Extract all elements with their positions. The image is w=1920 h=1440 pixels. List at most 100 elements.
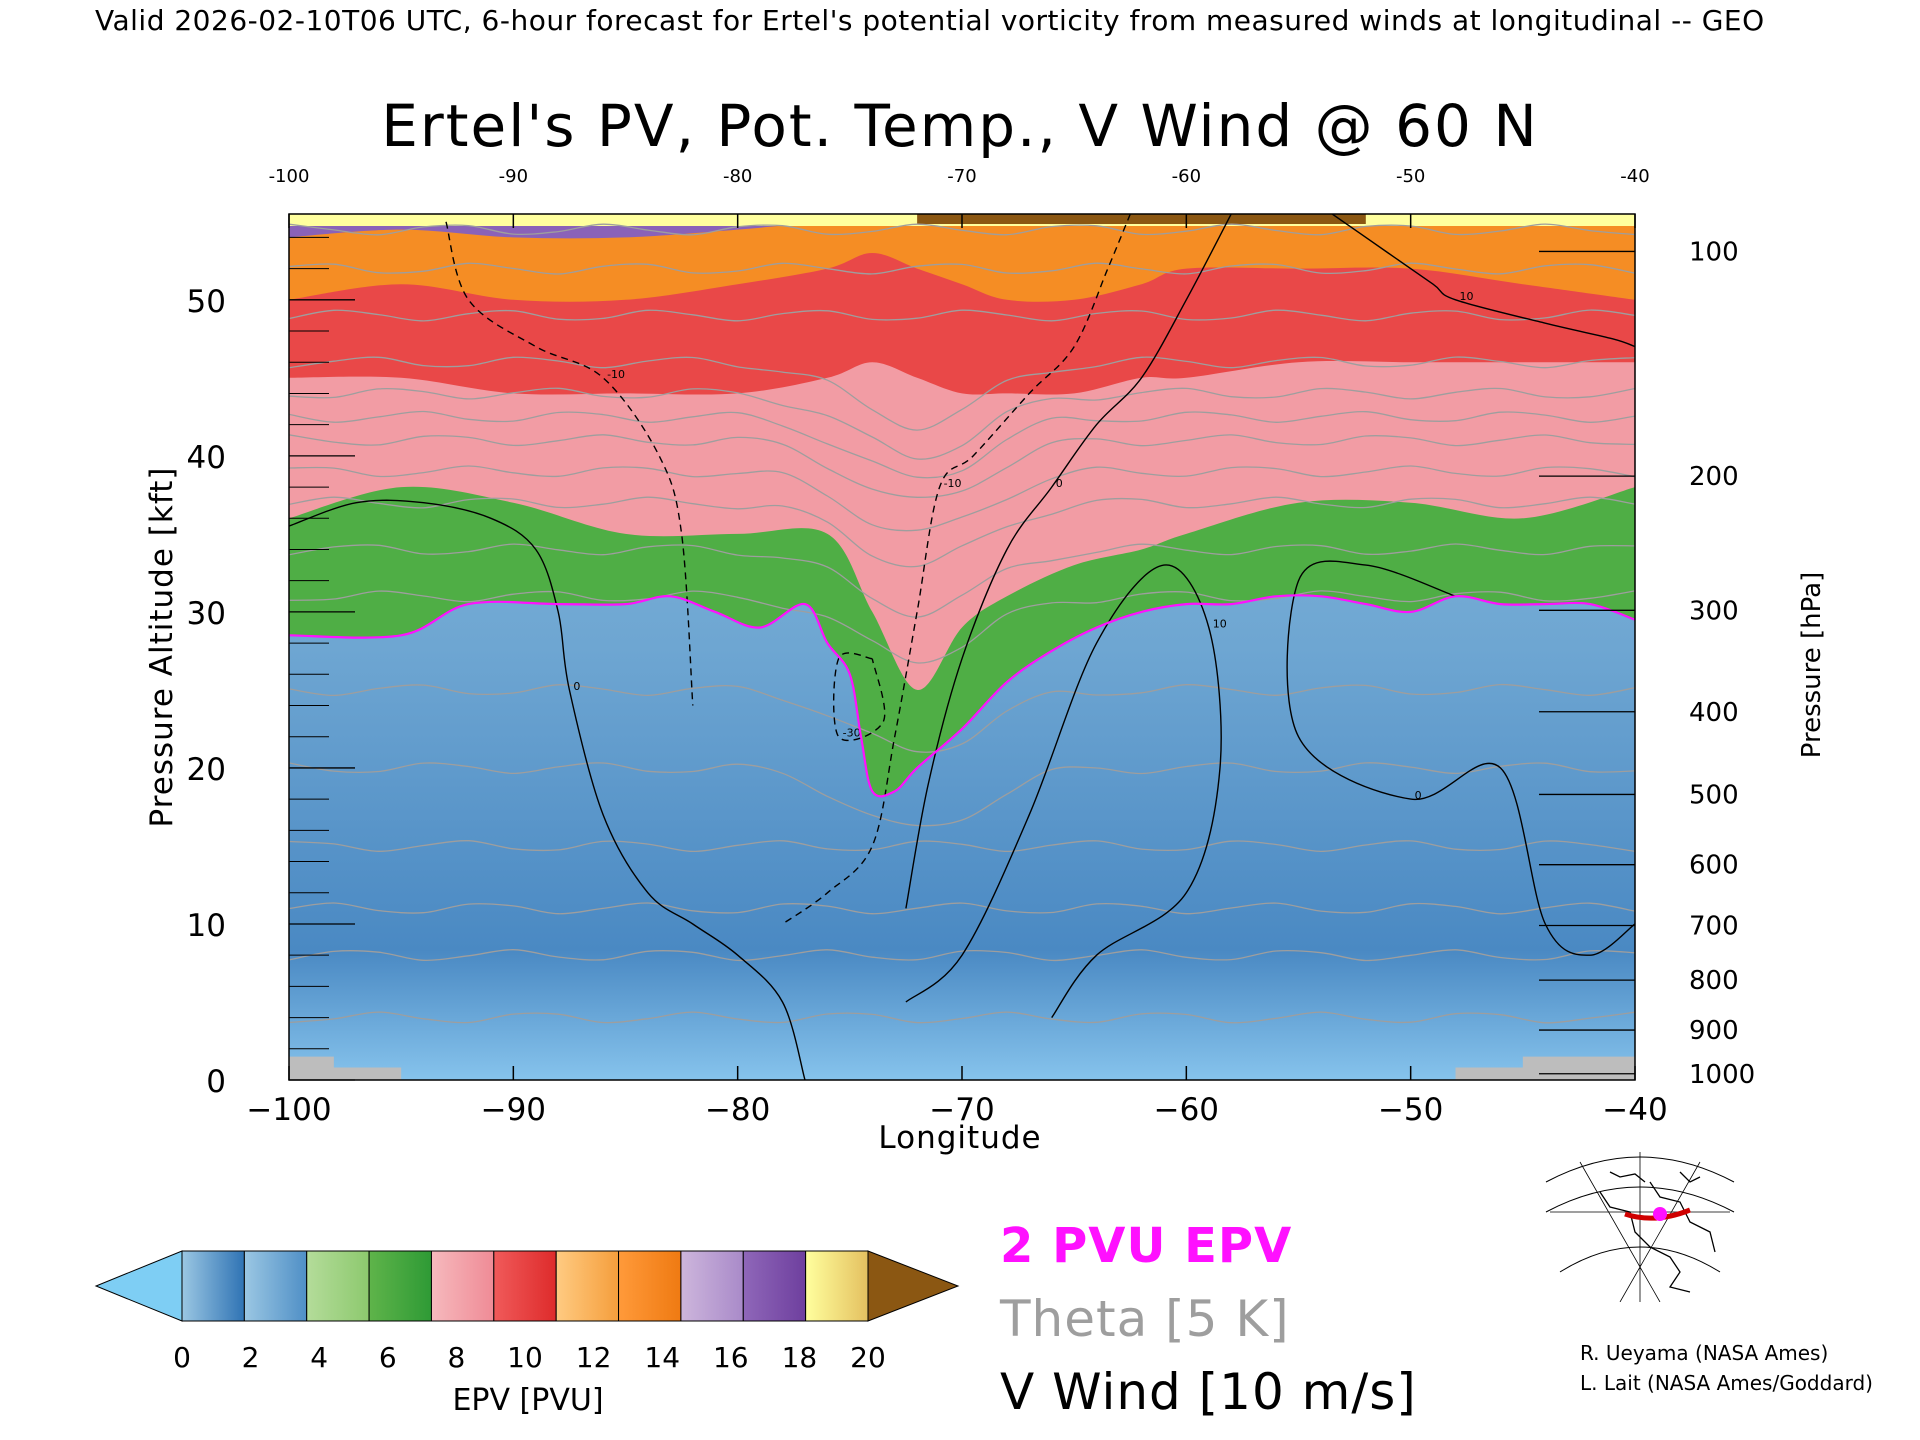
credit-line: L. Lait (NASA Ames/Goddard) <box>1580 1371 1873 1395</box>
x-tick-top-label: -70 <box>947 166 976 187</box>
v-wind-contour <box>445 221 694 706</box>
colorbar-label: EPV [PVU] <box>452 1383 603 1418</box>
theta-line-310 <box>289 683 1635 753</box>
v-wind-contour-label: 0 <box>1056 477 1063 490</box>
x-tick-label: −40 <box>1602 1092 1667 1128</box>
theta-line-320 <box>289 590 1635 664</box>
credits: R. Ueyama (NASA Ames) L. Lait (NASA Ames… <box>1580 1338 1873 1398</box>
header-text: Valid 2026-02-10T06 UTC, 6-hour forecast… <box>95 4 1765 37</box>
v-wind-contour <box>905 214 1232 909</box>
theta-line-350 <box>289 465 1635 532</box>
y-tick-right-label: 100 <box>1689 237 1739 267</box>
y-tick-left-label: 40 <box>187 440 226 476</box>
colorbar: 0 2 4 6 8 10 12 14 16 18 20 <box>94 1250 960 1374</box>
epv-band-green <box>289 486 1635 797</box>
x-tick-label: −50 <box>1378 1092 1443 1128</box>
y-tick-right-label: 1000 <box>1689 1060 1755 1090</box>
tropopause-2pvu <box>289 594 1635 798</box>
colorbar-segment <box>618 1250 682 1322</box>
v-wind-contour-label: 0 <box>1415 789 1422 802</box>
colorbar-segment <box>181 1250 245 1322</box>
colorbar-segment <box>430 1250 495 1322</box>
terrain-mask <box>289 1056 1635 1080</box>
colorbar-segment <box>493 1250 557 1322</box>
colorbar-segment <box>306 1250 370 1322</box>
credit-line: R. Ueyama (NASA Ames) <box>1580 1341 1829 1365</box>
theta-line-280 <box>289 902 1635 915</box>
theta-line-390 <box>289 356 1635 431</box>
y-tick-left-label: 20 <box>187 752 226 788</box>
v-wind-contour <box>905 564 1222 1019</box>
colorbar-over-arrow <box>867 1250 960 1322</box>
contour-legend: 2 PVU EPV Theta [5 K] V Wind [10 m/s] <box>1000 1210 1417 1429</box>
v-wind-contours: 0 0 10 0 -10 -10 -30 10 <box>289 214 1635 1080</box>
y-tick-left-label: 0 <box>206 1064 226 1100</box>
x-tick-top-label: -80 <box>723 166 752 187</box>
colorbar-segment <box>742 1250 807 1322</box>
v-wind-contour-label: 0 <box>573 680 580 693</box>
colorbar-segment <box>368 1250 432 1322</box>
y-tick-right-label: 900 <box>1689 1016 1739 1046</box>
theta-contours <box>289 223 1635 1024</box>
x-tick-label: −70 <box>929 1092 994 1128</box>
x-tick-top-label: -40 <box>1620 166 1649 187</box>
colorbar-tick-label: 18 <box>782 1341 818 1374</box>
x-tick-top-label: -90 <box>499 166 528 187</box>
colorbar-tick-label: 10 <box>507 1341 543 1374</box>
v-wind-contour <box>1331 214 1635 348</box>
map-location-marker <box>1653 1207 1667 1221</box>
colorbar-tick-label: 6 <box>379 1341 397 1374</box>
epv-band-brown <box>917 214 1366 224</box>
colorbar-tick-label: 16 <box>713 1341 749 1374</box>
v-wind-contour-label: 10 <box>1213 617 1227 630</box>
legend-epv: 2 PVU EPV <box>1000 1218 1293 1274</box>
v-wind-contour-label: 10 <box>1460 290 1474 303</box>
legend-vwind: V Wind [10 m/s] <box>1000 1363 1417 1421</box>
x-tick-label: −90 <box>481 1092 546 1128</box>
y-tick-right-label: 300 <box>1689 596 1739 626</box>
theta-line-410 <box>289 262 1635 275</box>
theta-line-380 <box>289 387 1635 460</box>
y-axis-label-left: Pressure Altitude [kft] <box>144 467 180 828</box>
theta-line-360 <box>289 434 1635 498</box>
theta-line-330 <box>289 543 1635 618</box>
legend-theta: Theta [5 K] <box>1000 1290 1290 1348</box>
y-tick-right-label: 200 <box>1689 462 1739 492</box>
v-wind-contour <box>289 499 806 1080</box>
v-wind-contour-label: -10 <box>944 477 962 490</box>
colorbar-segment <box>805 1250 869 1322</box>
theta-line-400 <box>289 309 1635 322</box>
colorbar-tick-label: 8 <box>447 1341 465 1374</box>
axes: −100-100−90-90−80-80−70-70−60-60−50-50−4… <box>187 166 1756 1128</box>
colorbar-tick-label: 4 <box>310 1341 328 1374</box>
colorbar-tick-label: 2 <box>242 1341 260 1374</box>
colorbar-tick-label: 12 <box>576 1341 612 1374</box>
theta-line-300 <box>289 762 1635 827</box>
y-tick-right-label: 800 <box>1689 966 1739 996</box>
x-tick-top-label: -60 <box>1172 166 1201 187</box>
y-axis-label-right: Pressure [hPa] <box>1797 572 1827 759</box>
colorbar-under-arrow <box>94 1250 183 1322</box>
chart-title: Ertel's PV, Pot. Temp., V Wind @ 60 N <box>381 92 1539 160</box>
v-wind-contour <box>832 652 886 742</box>
x-tick-top-label: -50 <box>1396 166 1425 187</box>
colorbar-segment <box>243 1250 308 1322</box>
y-tick-right-label: 400 <box>1689 698 1739 728</box>
epv-field <box>289 214 1635 1080</box>
theta-line-260 <box>289 1011 1635 1024</box>
theta-line-370 <box>289 410 1635 479</box>
x-tick-label: −80 <box>705 1092 770 1128</box>
colorbar-tick-label: 20 <box>850 1341 886 1374</box>
y-tick-right-label: 700 <box>1689 912 1739 942</box>
y-tick-right-label: 600 <box>1689 851 1739 881</box>
x-tick-top-label: -100 <box>269 166 310 187</box>
v-wind-contour-label: -30 <box>843 727 861 740</box>
y-tick-right-label: 500 <box>1689 780 1739 810</box>
y-tick-left-label: 30 <box>187 596 226 632</box>
map-graticule <box>1550 1152 1730 1302</box>
theta-line-270 <box>289 949 1635 962</box>
tropopause-line <box>289 594 1635 798</box>
colorbar-tick-label: 0 <box>173 1341 191 1374</box>
x-axis-label: Longitude <box>878 1120 1041 1156</box>
